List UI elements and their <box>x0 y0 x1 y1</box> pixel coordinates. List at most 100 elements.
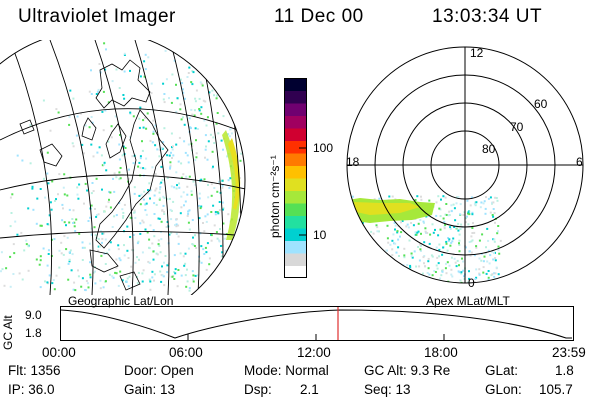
emission-pixel <box>192 243 195 246</box>
emission-pixel <box>224 249 227 252</box>
emission-pixel <box>31 187 34 190</box>
emission-pixel <box>400 277 403 280</box>
altitude-timeline <box>60 306 574 341</box>
mlt-label-6: 6 <box>576 155 583 169</box>
emission-pixel <box>409 266 412 269</box>
emission-pixel <box>205 124 208 127</box>
emission-pixel <box>415 284 417 286</box>
emission-pixel <box>394 224 397 227</box>
emission-pixel <box>184 262 187 265</box>
emission-pixel <box>403 247 406 250</box>
emission-pixel <box>170 101 173 104</box>
emission-pixel <box>451 240 454 243</box>
emission-pixel <box>205 145 207 148</box>
emission-pixel <box>186 214 189 217</box>
emission-pixel <box>136 282 139 285</box>
emission-pixel <box>485 196 487 199</box>
timeline-ticks <box>187 334 445 340</box>
emission-pixel <box>68 123 71 126</box>
emission-pixel <box>68 208 71 211</box>
emission-pixel <box>489 282 492 283</box>
mlt-label-0: 0 <box>468 276 475 290</box>
emission-pixel <box>9 255 12 258</box>
emission-pixel <box>103 210 105 213</box>
emission-pixel <box>137 271 140 274</box>
emission-pixel <box>91 121 94 124</box>
emission-pixel <box>447 214 450 217</box>
emission-pixel <box>399 270 402 273</box>
emission-pixel <box>129 216 132 219</box>
emission-pixel <box>462 214 465 216</box>
emission-pixel <box>386 224 389 227</box>
emission-pixel <box>72 209 75 212</box>
emission-pixel <box>350 271 352 274</box>
emission-pixel <box>394 228 396 231</box>
colorbar-band <box>284 115 307 129</box>
emission-pixel <box>473 231 476 234</box>
emission-pixel <box>97 249 100 252</box>
emission-pixel <box>62 186 65 189</box>
emission-pixel <box>198 204 200 207</box>
emission-pixel <box>156 253 159 256</box>
emission-pixel <box>435 264 438 267</box>
emission-pixel <box>119 134 121 136</box>
emission-pixel <box>68 251 71 254</box>
emission-pixel <box>221 186 224 189</box>
emission-pixel <box>458 242 460 245</box>
emission-pixel <box>420 244 422 247</box>
emission-pixel <box>80 285 83 288</box>
emission-pixel <box>356 233 359 236</box>
timeline-xtick-2359: 23:59 <box>552 345 586 360</box>
emission-pixel <box>174 272 177 275</box>
emission-pixel <box>422 220 425 223</box>
emission-pixel <box>400 221 402 224</box>
emission-pixel <box>170 132 173 135</box>
timeline-xtick-0000: 00:00 <box>42 345 76 360</box>
emission-pixel <box>473 203 476 206</box>
glat-label: GLat: <box>485 363 519 378</box>
emission-pixel <box>162 195 165 198</box>
emission-pixel <box>161 209 164 212</box>
emission-pixel <box>157 217 160 220</box>
emission-pixel <box>48 274 51 277</box>
glon-label: GLon: <box>485 382 522 397</box>
emission-pixel <box>423 255 426 257</box>
emission-pixel <box>219 228 221 230</box>
emission-pixel <box>181 116 184 119</box>
emission-pixel <box>468 213 471 216</box>
emission-pixel <box>487 197 490 200</box>
emission-pixel <box>212 204 215 207</box>
emission-pixel <box>38 263 41 266</box>
emission-pixel <box>487 239 490 242</box>
emission-pixel <box>129 69 131 72</box>
emission-pixel <box>191 243 194 245</box>
emission-pixel <box>194 159 197 162</box>
emission-pixel <box>428 273 431 276</box>
emission-pixel <box>118 87 121 89</box>
emission-pixel <box>411 273 414 276</box>
emission-pixel <box>178 136 181 139</box>
emission-pixel <box>448 264 451 267</box>
emission-pixel <box>434 228 436 231</box>
emission-pixel <box>31 185 34 188</box>
emission-pixel <box>124 147 127 149</box>
emission-pixel <box>471 232 474 234</box>
emission-pixel <box>154 144 157 147</box>
emission-pixel <box>55 198 57 201</box>
emission-pixel <box>392 284 394 286</box>
emission-pixel <box>378 230 380 233</box>
emission-pixel <box>387 258 389 261</box>
emission-pixel <box>486 260 489 263</box>
emission-pixel <box>473 281 476 283</box>
emission-pixel <box>416 195 419 198</box>
emission-pixel <box>435 201 438 204</box>
emission-pixel <box>455 202 458 205</box>
emission-pixel <box>360 236 363 239</box>
emission-pixel <box>361 274 363 277</box>
emission-pixel <box>166 264 169 267</box>
emission-pixel <box>396 231 399 234</box>
emission-pixel <box>402 269 404 272</box>
emission-pixel <box>192 280 195 283</box>
emission-pixel <box>374 281 377 283</box>
emission-pixel <box>142 269 145 272</box>
